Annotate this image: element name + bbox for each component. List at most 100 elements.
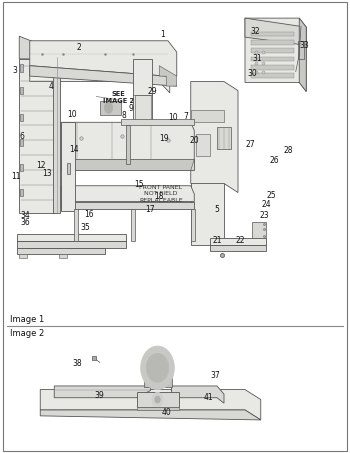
Polygon shape [20, 114, 23, 121]
Polygon shape [136, 392, 178, 407]
Polygon shape [20, 64, 23, 72]
Polygon shape [135, 95, 150, 127]
Polygon shape [61, 202, 194, 209]
Text: 24: 24 [262, 200, 272, 209]
Text: 11: 11 [11, 172, 21, 181]
Polygon shape [121, 119, 194, 125]
Text: 38: 38 [72, 359, 82, 368]
Polygon shape [136, 407, 178, 410]
Polygon shape [299, 18, 306, 92]
Text: 3: 3 [12, 66, 17, 75]
Polygon shape [251, 73, 294, 78]
Polygon shape [210, 238, 266, 245]
Text: 39: 39 [95, 391, 105, 400]
Polygon shape [19, 254, 27, 258]
Text: 26: 26 [270, 156, 280, 165]
Polygon shape [251, 40, 294, 44]
Polygon shape [251, 65, 294, 70]
Text: 33: 33 [300, 41, 309, 50]
Text: 20: 20 [189, 136, 199, 145]
Text: FRONT PANEL
NOT FIELD
REPLACEABLE: FRONT PANEL NOT FIELD REPLACEABLE [139, 185, 183, 202]
Text: 17: 17 [146, 205, 155, 214]
Polygon shape [40, 390, 261, 420]
Polygon shape [191, 82, 238, 193]
Polygon shape [131, 209, 135, 241]
Polygon shape [19, 36, 54, 59]
Text: 40: 40 [161, 408, 171, 417]
Polygon shape [61, 186, 194, 202]
Polygon shape [20, 139, 23, 146]
Polygon shape [196, 134, 210, 156]
Polygon shape [20, 87, 23, 94]
Polygon shape [245, 18, 306, 45]
Text: Image 1: Image 1 [10, 315, 45, 324]
Polygon shape [17, 234, 126, 241]
Text: 30: 30 [247, 69, 257, 78]
Circle shape [141, 346, 174, 390]
Polygon shape [144, 369, 172, 387]
Polygon shape [245, 18, 306, 92]
Text: 15: 15 [134, 180, 144, 189]
Text: SEE
IMAGE 2: SEE IMAGE 2 [103, 91, 134, 104]
Polygon shape [251, 48, 294, 53]
Polygon shape [100, 101, 121, 115]
Text: 28: 28 [284, 146, 294, 155]
Text: 25: 25 [266, 191, 276, 200]
Polygon shape [61, 159, 194, 170]
Polygon shape [191, 209, 195, 241]
Text: 23: 23 [259, 211, 269, 220]
Polygon shape [210, 245, 266, 251]
Polygon shape [252, 222, 266, 238]
Polygon shape [17, 248, 105, 254]
Text: 1: 1 [160, 30, 165, 39]
Polygon shape [74, 209, 78, 241]
Polygon shape [217, 127, 231, 149]
Polygon shape [191, 122, 224, 245]
Circle shape [152, 392, 163, 407]
Text: 21: 21 [212, 236, 222, 245]
Text: 10: 10 [168, 113, 178, 122]
Polygon shape [30, 66, 177, 86]
Polygon shape [159, 66, 177, 86]
Text: 4: 4 [48, 82, 53, 92]
Polygon shape [17, 241, 126, 248]
Polygon shape [251, 57, 294, 61]
Text: 5: 5 [215, 205, 219, 214]
Text: 27: 27 [245, 140, 255, 149]
Text: Image 2: Image 2 [10, 329, 45, 338]
Polygon shape [251, 32, 294, 36]
Text: 41: 41 [203, 393, 213, 402]
Text: 35: 35 [81, 223, 91, 232]
Polygon shape [20, 189, 23, 196]
Text: 13: 13 [42, 169, 52, 178]
Polygon shape [172, 386, 224, 403]
Polygon shape [19, 59, 54, 213]
Text: 8: 8 [122, 111, 127, 120]
Text: 10: 10 [67, 110, 77, 119]
Text: 18: 18 [154, 192, 164, 201]
Text: 2: 2 [76, 43, 81, 52]
Text: 37: 37 [210, 371, 220, 380]
Text: 16: 16 [84, 210, 94, 219]
Polygon shape [40, 410, 261, 420]
Polygon shape [30, 66, 170, 93]
Text: 22: 22 [235, 236, 245, 246]
Text: 36: 36 [21, 218, 30, 227]
Polygon shape [126, 125, 130, 164]
Text: 19: 19 [160, 134, 169, 143]
Polygon shape [20, 164, 23, 171]
Polygon shape [191, 110, 224, 122]
Text: 14: 14 [69, 145, 79, 154]
Text: 12: 12 [36, 161, 46, 170]
Polygon shape [67, 163, 70, 174]
Polygon shape [30, 41, 177, 76]
Polygon shape [61, 122, 194, 159]
Text: 6: 6 [20, 132, 25, 141]
Polygon shape [61, 159, 194, 170]
Circle shape [155, 396, 160, 403]
Text: 9: 9 [129, 104, 134, 113]
Polygon shape [61, 122, 75, 211]
Polygon shape [54, 386, 150, 398]
Polygon shape [53, 57, 60, 213]
Polygon shape [59, 254, 67, 258]
